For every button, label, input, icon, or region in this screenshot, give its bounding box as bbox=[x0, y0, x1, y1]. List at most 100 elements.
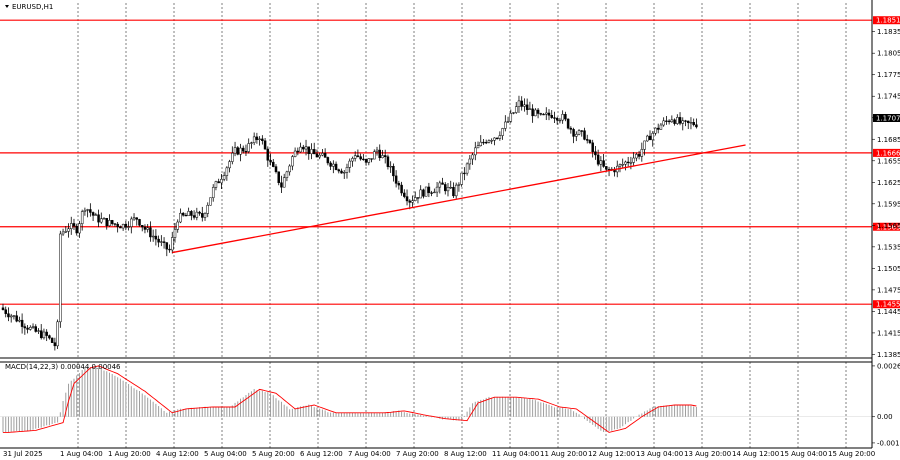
candle-body bbox=[523, 104, 526, 107]
y-tick-label: 1.1625 bbox=[877, 179, 900, 187]
trendline[interactable] bbox=[172, 144, 746, 254]
candle-body bbox=[222, 175, 226, 180]
candle-body bbox=[72, 223, 76, 227]
y-tick-label: 1.1475 bbox=[877, 286, 900, 294]
x-tick-label: 15 Aug 04:00 bbox=[780, 450, 827, 458]
y-tick-label: 1.1595 bbox=[877, 200, 900, 208]
candle-body bbox=[618, 164, 622, 167]
candle-body bbox=[504, 121, 507, 129]
x-tick-label: 7 Aug 04:00 bbox=[348, 450, 391, 458]
x-tick-label: 12 Aug 12:00 bbox=[588, 450, 635, 458]
candle-body bbox=[686, 120, 690, 123]
candle-body bbox=[435, 186, 439, 193]
candle-body bbox=[539, 113, 543, 115]
candle-body bbox=[580, 130, 584, 132]
candle-body bbox=[599, 160, 603, 165]
candle-body bbox=[75, 225, 78, 234]
y-tick-label: 1.1565 bbox=[877, 222, 900, 230]
candle-body bbox=[378, 149, 381, 159]
candle-body bbox=[337, 169, 341, 172]
candle-body bbox=[452, 186, 455, 197]
candle-body bbox=[302, 146, 305, 150]
candle-body bbox=[550, 115, 553, 118]
candle-body bbox=[621, 164, 624, 166]
candle-body bbox=[56, 321, 59, 347]
candle-body bbox=[471, 154, 474, 160]
candle-body bbox=[375, 149, 379, 152]
candle-body bbox=[394, 175, 398, 184]
candle-body bbox=[209, 197, 212, 206]
candle-body bbox=[127, 226, 130, 228]
candle-body bbox=[695, 124, 698, 128]
candle-body bbox=[566, 118, 570, 129]
candle-body bbox=[482, 141, 485, 144]
candle-body bbox=[479, 141, 482, 146]
candle-body bbox=[531, 108, 534, 117]
candle-body bbox=[632, 157, 635, 163]
candle-body bbox=[424, 186, 428, 197]
candle-body bbox=[512, 112, 515, 114]
candle-body bbox=[329, 162, 332, 167]
candle-body bbox=[285, 171, 289, 178]
candle-body bbox=[555, 117, 559, 121]
candle-body bbox=[629, 162, 633, 164]
candle-body bbox=[29, 327, 32, 330]
candle-body bbox=[648, 135, 652, 141]
candle-body bbox=[678, 117, 682, 124]
candle-body bbox=[195, 211, 199, 218]
candle-body bbox=[201, 213, 204, 218]
candle-body bbox=[665, 120, 668, 122]
candle-body bbox=[110, 220, 114, 224]
candle-body bbox=[605, 166, 608, 170]
candle-body bbox=[241, 147, 245, 152]
candle-body bbox=[389, 165, 392, 168]
candle-body bbox=[171, 237, 174, 251]
candle-body bbox=[176, 221, 179, 230]
candle-body bbox=[282, 177, 286, 188]
candle-body bbox=[255, 136, 259, 140]
candle-body bbox=[9, 315, 13, 318]
candle-body bbox=[70, 223, 73, 229]
candle-body bbox=[373, 151, 376, 160]
candle-body bbox=[231, 152, 234, 162]
candle-body bbox=[288, 165, 291, 173]
candle-body bbox=[517, 100, 521, 107]
candle-body bbox=[419, 189, 422, 199]
candle-body bbox=[334, 163, 338, 170]
candle-body bbox=[280, 182, 283, 188]
candle-body bbox=[217, 181, 220, 184]
macd-signal-line bbox=[3, 365, 697, 433]
candle-body bbox=[495, 137, 499, 140]
candle-body bbox=[48, 335, 51, 339]
candle-body bbox=[383, 155, 387, 158]
candle-body bbox=[78, 223, 81, 234]
candle-body bbox=[416, 197, 420, 199]
candle-body bbox=[80, 211, 84, 224]
candle-body bbox=[670, 119, 674, 123]
candle-body bbox=[640, 149, 644, 157]
candle-body bbox=[116, 223, 119, 228]
candle-body bbox=[520, 100, 523, 107]
candle-body bbox=[173, 229, 177, 238]
level-label-bg bbox=[873, 16, 900, 25]
candle-body bbox=[181, 212, 185, 216]
candle-body bbox=[100, 218, 103, 223]
candle-body bbox=[165, 242, 169, 250]
candle-body bbox=[370, 158, 373, 160]
x-tick-label: 5 Aug 04:00 bbox=[204, 450, 247, 458]
time-axis: 31 Jul 2025 1 Aug 04:00 1 Aug 20:00 4 Aug 1… bbox=[3, 450, 875, 458]
candle-body bbox=[97, 214, 100, 223]
candle-body bbox=[484, 141, 488, 144]
candle-body bbox=[198, 211, 201, 214]
candle-body bbox=[588, 140, 592, 144]
candle-body bbox=[343, 172, 346, 174]
candle-body bbox=[596, 154, 600, 165]
candle-body bbox=[124, 224, 128, 228]
x-tick-label: 11 Aug 20:00 bbox=[540, 450, 587, 458]
chevron-down-icon[interactable] bbox=[5, 5, 9, 8]
candle-body bbox=[594, 151, 597, 156]
candle-body bbox=[326, 157, 330, 164]
level-label: 1.1455 bbox=[876, 301, 900, 309]
candle-body bbox=[299, 146, 302, 153]
